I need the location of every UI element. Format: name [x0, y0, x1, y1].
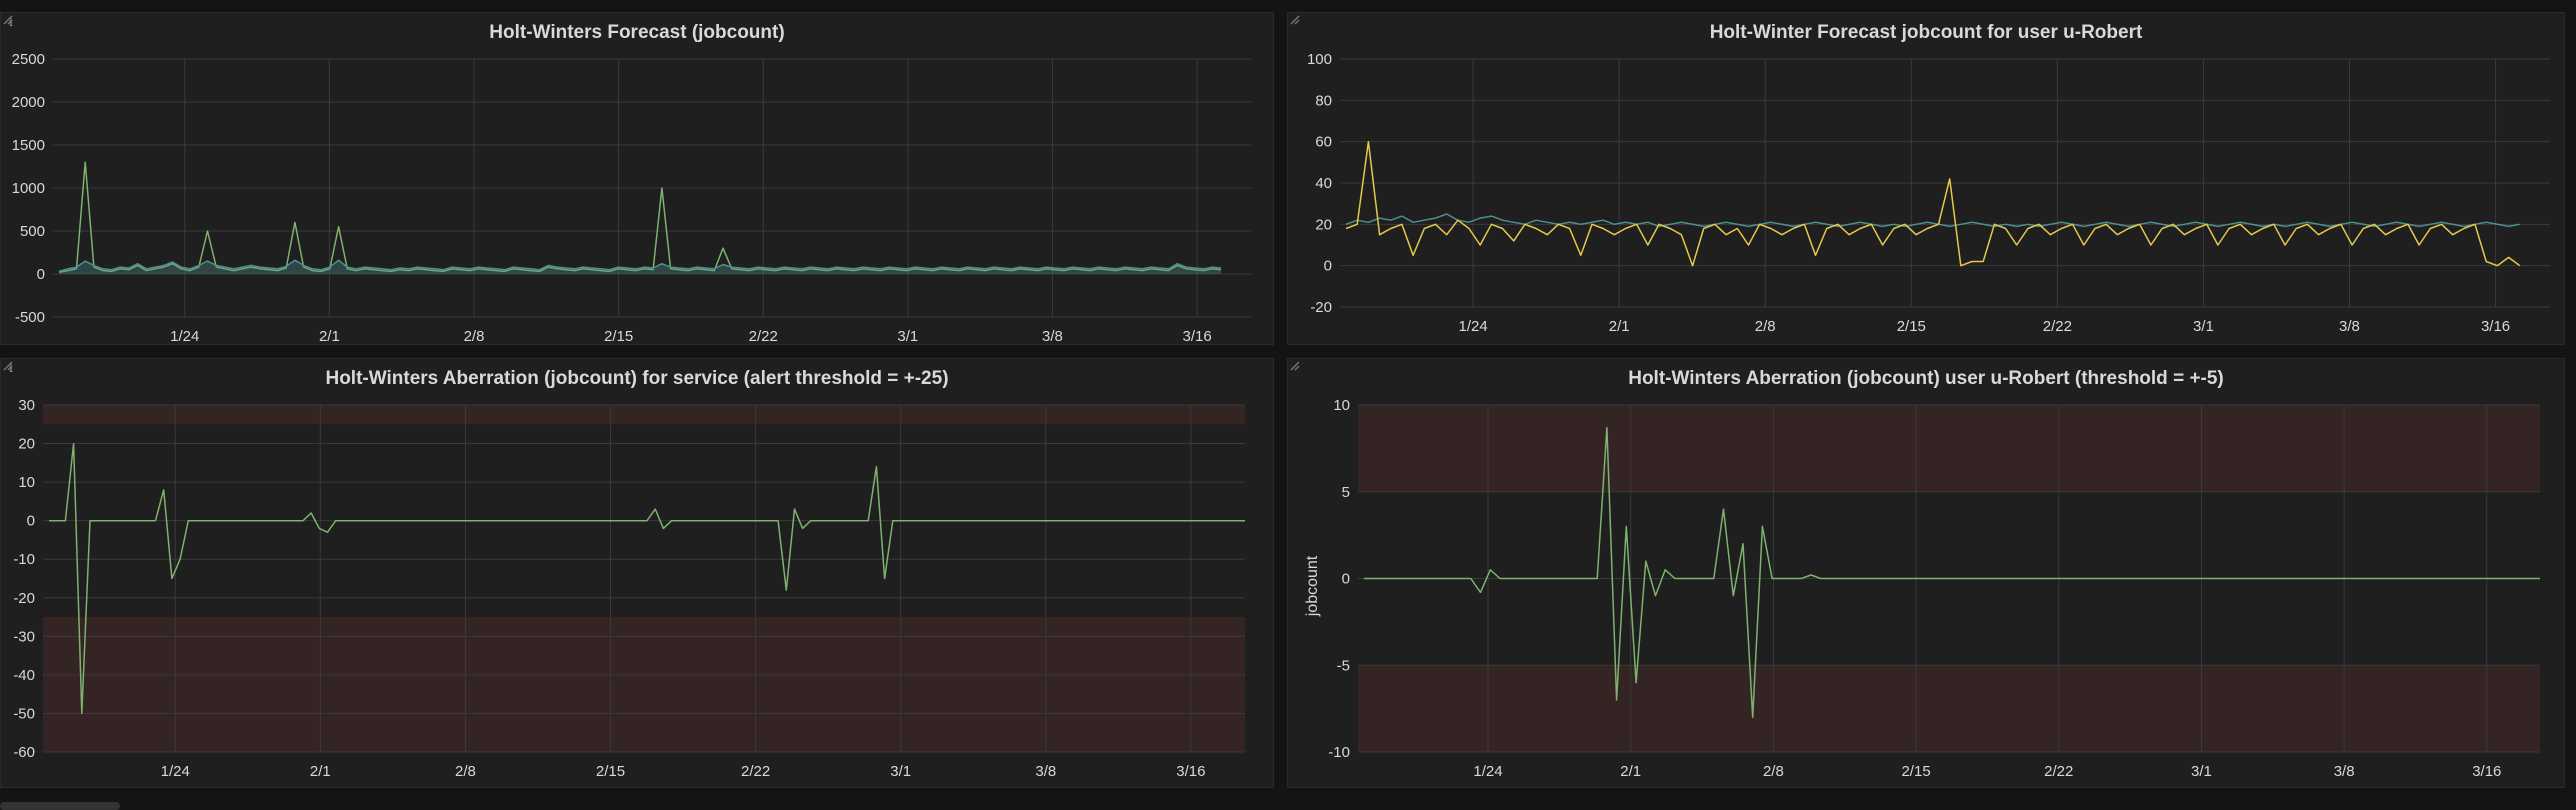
y-tick-label: 0 — [37, 266, 45, 283]
y-tick-label: -60 — [13, 744, 35, 761]
y-tick-label: 100 — [1307, 51, 1332, 68]
x-tick-label: 2/22 — [2044, 763, 2073, 780]
info-icon[interactable]: i — [9, 16, 13, 29]
x-tick-label: 3/1 — [890, 763, 911, 780]
x-tick-label: 2/22 — [749, 328, 778, 345]
y-tick-label: 60 — [1315, 134, 1332, 151]
x-tick-label: 2/22 — [741, 763, 770, 780]
x-tick-label: 2/22 — [2043, 318, 2072, 335]
chart-aberration-service: 30 20 10 0 -10 -20 -30 -40 -50 -60 1/24 2/1 2/8 2/15 2… — [13, 397, 1245, 780]
horizontal-scrollbar[interactable] — [0, 802, 120, 810]
x-tick-label: 1/24 — [1458, 318, 1487, 335]
panel-forecast-user-robert[interactable]: Holt-Winter Forecast jobcount for user u… — [1287, 12, 2565, 345]
x-tick-label: 3/16 — [2472, 763, 2501, 780]
x-tick-label: 3/8 — [1042, 328, 1063, 345]
x-tick-label: 2/8 — [455, 763, 476, 780]
y-tick-label: -500 — [15, 309, 45, 326]
x-tick-label: 2/1 — [1620, 763, 1641, 780]
y-tick-label: 500 — [20, 223, 45, 240]
y-tick-label: 5 — [1342, 484, 1350, 501]
x-tick-label: 3/8 — [2339, 318, 2360, 335]
y-tick-label: 2000 — [12, 94, 45, 111]
y-tick-label: -10 — [1328, 744, 1350, 761]
series-line-teal — [1345, 213, 2520, 228]
y-tick-label: -50 — [13, 705, 35, 722]
resize-handle-icon[interactable] — [1, 359, 13, 371]
x-tick-label: 3/16 — [1182, 328, 1211, 345]
panel-title[interactable]: Holt-Winters Aberration (jobcount) for s… — [325, 368, 949, 389]
y-tick-label: 1500 — [12, 137, 45, 154]
x-tick-label: 2/15 — [1901, 763, 1930, 780]
x-tick-label: 3/8 — [1035, 763, 1056, 780]
panel-forecast-jobcount[interactable]: i Holt-Winters Forecast (jobcount) 2500 2… — [0, 12, 1274, 345]
panel-title[interactable]: Holt-Winters Aberration (jobcount) user … — [1628, 368, 2224, 389]
series-line-green — [58, 161, 1222, 274]
series-line-teal — [58, 259, 1222, 273]
y-tick-label: 30 — [18, 397, 35, 414]
x-tick-label: 2/15 — [1897, 318, 1926, 335]
x-tick-label: 2/1 — [310, 763, 331, 780]
threshold-band-upper — [1358, 405, 2540, 492]
x-tick-label: 3/16 — [1176, 763, 1205, 780]
y-tick-label: 10 — [18, 474, 35, 491]
x-tick-label: 2/1 — [319, 328, 340, 345]
resize-handle-icon[interactable] — [1288, 13, 1300, 25]
series-line-green — [1363, 426, 2540, 719]
x-tick-label: 2/8 — [1755, 318, 1776, 335]
x-tick-label: 1/24 — [170, 328, 199, 345]
x-tick-label: 2/1 — [1609, 318, 1630, 335]
y-tick-label: 2500 — [12, 51, 45, 68]
y-tick-label: 20 — [18, 436, 35, 453]
chart-aberration-user-robert: 10 5 0 -5 -10 1/24 2/1 2/8 2/15 2/22 3/1 3/8 3/16 — [1328, 397, 2540, 780]
x-tick-label: 2/15 — [596, 763, 625, 780]
y-tick-label: -5 — [1337, 657, 1350, 674]
threshold-band-upper — [43, 405, 1245, 425]
resize-handle-icon[interactable] — [1288, 359, 1300, 371]
y-tick-label: 40 — [1315, 175, 1332, 192]
x-tick-label: 1/24 — [1473, 763, 1502, 780]
y-tick-label: 1000 — [12, 180, 45, 197]
y-tick-label: -20 — [13, 590, 35, 607]
x-tick-label: 1/24 — [161, 763, 190, 780]
y-tick-label: 0 — [1324, 258, 1332, 275]
y-tick-label: -40 — [13, 667, 35, 684]
panel-title[interactable]: Holt-Winter Forecast jobcount for user u… — [1709, 22, 2143, 43]
y-tick-label: 20 — [1315, 216, 1332, 233]
x-tick-label: 3/8 — [2334, 763, 2355, 780]
threshold-band-lower — [43, 617, 1245, 752]
chart-forecast-user-robert: 100 80 60 40 20 0 -20 1/24 2/1 2/8 2/15 2/22 3/1 3/8 3… — [1307, 51, 2550, 335]
y-tick-label: 0 — [27, 513, 35, 530]
x-tick-label: 2/8 — [464, 328, 485, 345]
series-area — [59, 260, 1221, 274]
x-tick-label: 2/15 — [604, 328, 633, 345]
y-tick-label: -30 — [13, 628, 35, 645]
panel-title[interactable]: Holt-Winters Forecast (jobcount) — [489, 22, 785, 43]
series-line-green — [49, 442, 1245, 715]
series-line-yellow — [1345, 140, 2521, 267]
x-tick-label: 3/1 — [2193, 318, 2214, 335]
y-tick-label: -20 — [1310, 299, 1332, 316]
y-tick-label: 10 — [1333, 397, 1350, 414]
panel-aberration-service[interactable]: i Holt-Winters Aberration (jobcount) for… — [0, 358, 1274, 788]
x-tick-label: 3/1 — [897, 328, 918, 345]
x-tick-label: 3/16 — [2481, 318, 2510, 335]
y-tick-label: 0 — [1342, 571, 1350, 588]
resize-handle-icon[interactable] — [1, 13, 13, 25]
panel-aberration-user-robert[interactable]: Holt-Winters Aberration (jobcount) user … — [1287, 358, 2565, 788]
x-tick-label: 2/8 — [1763, 763, 1784, 780]
y-tick-label: 80 — [1315, 92, 1332, 109]
y-tick-label: -10 — [13, 551, 35, 568]
x-tick-label: 3/1 — [2191, 763, 2212, 780]
chart-forecast-jobcount: 2500 2000 1500 1000 500 0 -500 1/24 2/1 2/8 2/15 2/… — [12, 51, 1251, 345]
threshold-band-lower — [1358, 665, 2540, 752]
info-icon[interactable]: i — [9, 362, 13, 375]
